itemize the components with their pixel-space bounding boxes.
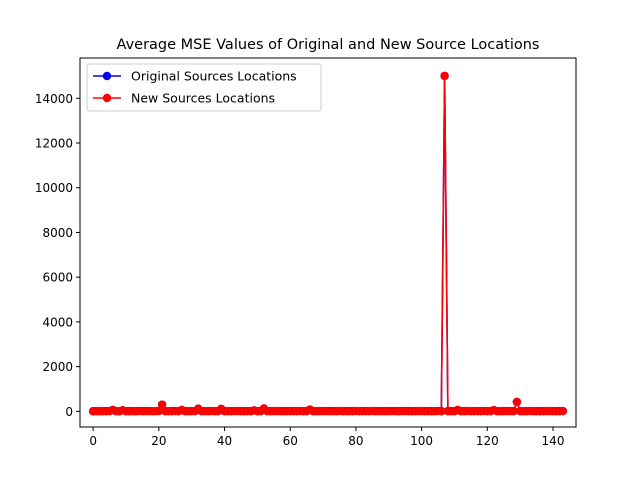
x-tick-label: 0: [89, 434, 97, 448]
x-axis: 0 20 40 60 80 100 120 140: [89, 427, 564, 448]
x-tick-label: 120: [476, 434, 499, 448]
y-tick-label: 0: [65, 405, 73, 419]
axes-frame: [79, 57, 577, 428]
x-tick-label: 60: [283, 434, 298, 448]
y-axis: 0 2000 4000 6000 8000 10000 12000 14000: [35, 92, 80, 419]
y-tick-label: 14000: [35, 92, 73, 106]
y-tick-label: 12000: [35, 136, 73, 150]
x-tick-label: 40: [217, 434, 232, 448]
y-tick-label: 2000: [42, 360, 73, 374]
series-1-point: [440, 71, 449, 81]
y-tick-label: 10000: [35, 181, 73, 195]
chart-title: Average MSE Values of Original and New S…: [117, 37, 540, 53]
legend-box: [86, 63, 322, 112]
series-1-point: [437, 407, 446, 416]
x-tick-label: 80: [348, 434, 363, 448]
legend: Original Sources Locations New Sources Lo…: [86, 63, 322, 112]
plot-area: [79, 57, 577, 428]
y-tick-label: 4000: [42, 315, 73, 329]
legend-label-0: Original Sources Locations: [131, 69, 297, 84]
x-tick-label: 140: [542, 434, 565, 448]
x-tick-label: 100: [410, 434, 433, 448]
legend-label-1: New Sources Locations: [131, 91, 275, 106]
series-1-point: [558, 406, 568, 416]
legend-marker-1: [102, 93, 112, 103]
legend-marker-0: [102, 71, 112, 81]
series-1-point: [154, 406, 164, 416]
y-tick-label: 6000: [42, 271, 73, 285]
series-1-point: [157, 400, 167, 409]
series-1-point: [512, 397, 522, 407]
y-tick-label: 8000: [42, 226, 73, 240]
series-1-point: [509, 406, 518, 416]
x-tick-label: 20: [151, 434, 166, 448]
